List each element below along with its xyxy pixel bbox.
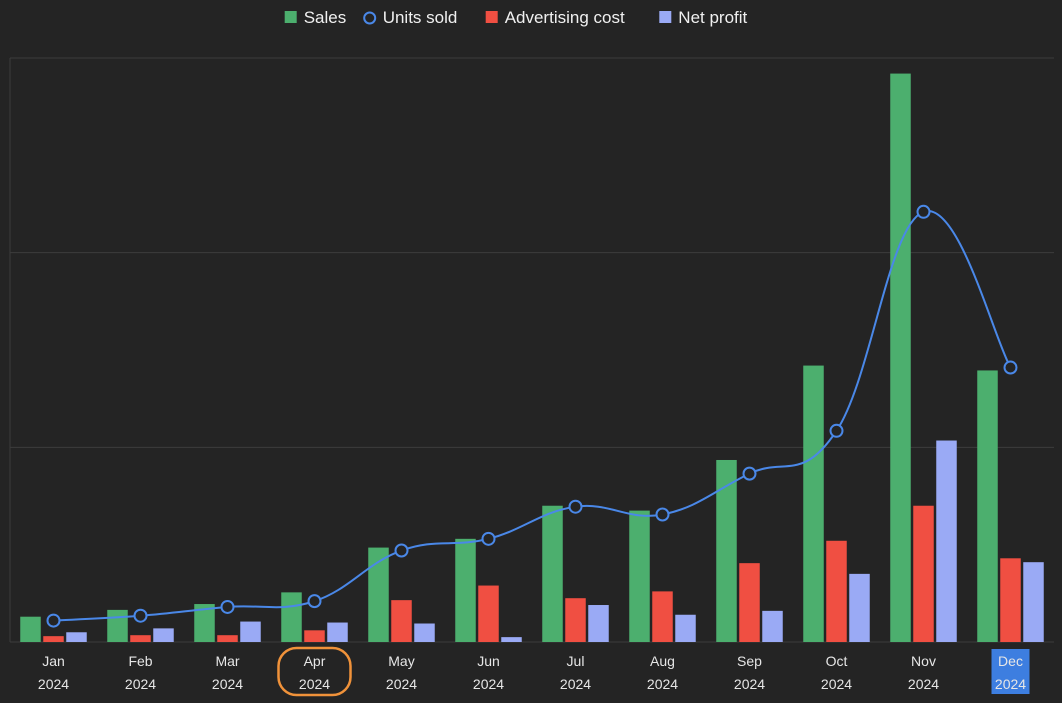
advertising-cost-bar xyxy=(130,635,151,642)
x-tick-label-month: Dec xyxy=(998,653,1023,669)
sales-bar xyxy=(542,505,563,642)
sales-bar xyxy=(890,73,911,642)
units-sold-point xyxy=(133,608,148,623)
x-tick-label-year: 2024 xyxy=(212,676,243,692)
circled-label-highlight xyxy=(277,646,352,697)
sales-bar xyxy=(368,547,389,642)
sales-bar xyxy=(716,459,737,642)
x-tick-label-year: 2024 xyxy=(647,676,678,692)
x-tick-label-year: 2024 xyxy=(299,676,330,692)
units-sold-line xyxy=(53,210,1012,622)
units-sold-point xyxy=(742,466,757,481)
x-tick-label-year: 2024 xyxy=(386,676,417,692)
units-sold-point xyxy=(46,613,61,628)
net-profit-bar xyxy=(327,622,348,642)
sales-bar xyxy=(20,616,41,642)
sales-bar xyxy=(455,538,476,642)
net-profit-bar xyxy=(66,632,87,642)
sales-bar xyxy=(977,370,998,642)
units-sold-point xyxy=(307,594,322,609)
grid-lines xyxy=(9,57,1054,643)
x-tick-label-month: Aug xyxy=(650,653,675,669)
advertising-cost-bar xyxy=(1000,558,1021,642)
x-tick-label-month: Mar xyxy=(215,653,239,669)
bar-series-group xyxy=(20,73,1044,642)
x-tick-label-year: 2024 xyxy=(908,676,939,692)
x-tick-label-month: Oct xyxy=(826,653,848,669)
net-profit-bar xyxy=(588,605,609,642)
advertising-cost-bar xyxy=(826,540,847,642)
legend-label-sales: Sales xyxy=(304,8,347,27)
chart-legend: Sales Units sold Advertising cost Net profi… xyxy=(284,8,748,27)
x-tick-label-year: 2024 xyxy=(734,676,765,692)
legend-label-net-profit: Net profit xyxy=(678,8,747,27)
net-profit-bar xyxy=(849,573,870,642)
line-series-group xyxy=(46,204,1018,628)
units-sold-point xyxy=(394,543,409,558)
net-profit-bar xyxy=(675,614,696,642)
sales-bar xyxy=(803,365,824,642)
x-tick-label-year: 2024 xyxy=(821,676,852,692)
advertising-cost-bar xyxy=(391,600,412,642)
net-profit-bar xyxy=(936,440,957,642)
net-profit-bar xyxy=(240,621,261,642)
sales-bar xyxy=(629,510,650,642)
legend-label-units-sold: Units sold xyxy=(383,8,458,27)
x-tick-label-month: Apr xyxy=(304,653,326,669)
units-sold-point xyxy=(568,499,583,514)
legend-swatch-units-sold xyxy=(363,11,377,25)
selected-label-highlight xyxy=(991,649,1030,694)
x-tick-label-month: Jan xyxy=(42,653,65,669)
legend-swatch-net-profit xyxy=(659,11,672,23)
net-profit-bar xyxy=(762,610,783,642)
legend-label-advertising-cost: Advertising cost xyxy=(505,8,625,27)
units-sold-point xyxy=(481,531,496,546)
x-tick-label-month: May xyxy=(388,653,414,669)
x-tick-label-year: 2024 xyxy=(125,676,156,692)
sales-bar xyxy=(107,609,128,642)
advertising-cost-bar xyxy=(478,585,499,642)
x-tick-label-year: 2024 xyxy=(38,676,69,692)
x-tick-label-month: Sep xyxy=(737,653,762,669)
sales-bar xyxy=(194,604,215,642)
units-sold-point xyxy=(655,507,670,522)
advertising-cost-bar xyxy=(652,591,673,642)
x-tick-label-year: 2024 xyxy=(473,676,504,692)
units-sold-point xyxy=(220,599,235,614)
advertising-cost-bar xyxy=(43,636,64,642)
advertising-cost-bar xyxy=(913,505,934,642)
advertising-cost-bar xyxy=(565,598,586,642)
x-tick-label-year: 2024 xyxy=(560,676,591,692)
sales-bar xyxy=(281,592,302,642)
net-profit-bar xyxy=(153,628,174,642)
advertising-cost-bar xyxy=(217,635,238,642)
x-tick-label-month: Feb xyxy=(128,653,152,669)
x-tick-label-month: Jul xyxy=(567,653,585,669)
x-tick-label-month: Jun xyxy=(477,653,500,669)
units-sold-point xyxy=(1003,360,1018,375)
x-tick-label-month: Nov xyxy=(911,653,936,669)
x-axis: Jan 2024 Feb 2024 Mar 2024 Apr 2024 May 2024 Jun 20… xyxy=(38,646,1030,697)
units-sold-point xyxy=(916,204,931,219)
advertising-cost-bar xyxy=(304,630,325,642)
advertising-cost-bar xyxy=(739,563,760,642)
net-profit-bar xyxy=(1023,562,1044,642)
net-profit-bar xyxy=(501,637,522,642)
legend-swatch-advertising-cost xyxy=(485,11,498,23)
x-tick-label-year: 2024 xyxy=(995,676,1026,692)
legend-swatch-sales xyxy=(284,11,297,23)
units-sold-point xyxy=(829,423,844,438)
net-profit-bar xyxy=(414,623,435,642)
